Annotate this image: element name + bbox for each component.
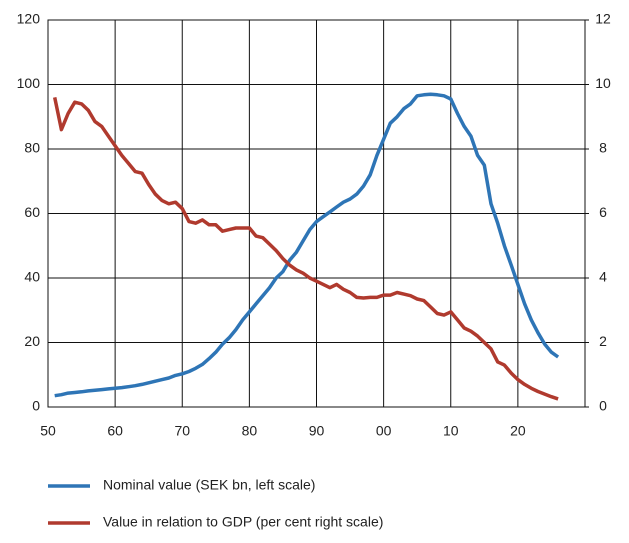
y2-tick-label: 4 <box>599 269 607 285</box>
x-tick-label: 70 <box>174 423 190 439</box>
x-tick-label: 50 <box>40 423 56 439</box>
legend-label: Nominal value (SEK bn, left scale) <box>103 477 315 493</box>
y-tick-label: 80 <box>24 140 40 156</box>
x-tick-label: 60 <box>107 423 123 439</box>
y2-tick-label: 2 <box>599 333 607 349</box>
y2-tick-label: 0 <box>599 398 607 414</box>
x-tick-label: 80 <box>242 423 258 439</box>
y-tick-label: 0 <box>32 398 40 414</box>
y-tick-label: 60 <box>24 204 40 220</box>
legend-label: Value in relation to GDP (per cent right… <box>103 514 383 530</box>
y2-tick-label: 6 <box>599 204 607 220</box>
data-line <box>54 92 560 398</box>
y-tick-label: 100 <box>17 75 41 91</box>
y-tick-label: 20 <box>24 333 40 349</box>
y-tick-label: 40 <box>24 269 40 285</box>
y2-tick-label: 8 <box>599 140 607 156</box>
data-line <box>52 97 559 401</box>
x-tick-label: 00 <box>376 423 392 439</box>
x-tick-label: 10 <box>443 423 459 439</box>
x-tick-label: 90 <box>309 423 325 439</box>
y2-tick-label: 12 <box>595 11 611 27</box>
y2-tick-label: 10 <box>595 75 611 91</box>
x-tick-label: 20 <box>510 423 526 439</box>
y-tick-label: 120 <box>17 11 41 27</box>
